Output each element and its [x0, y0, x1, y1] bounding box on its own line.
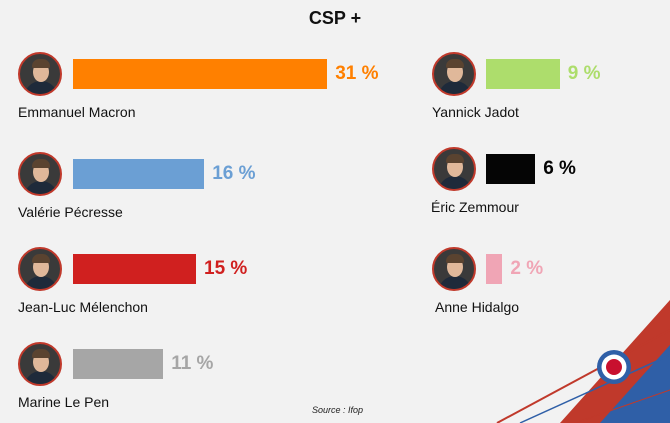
bar: [73, 159, 205, 189]
candidate-photo: [432, 247, 476, 291]
candidate-photo: [432, 52, 476, 96]
value-label: 15 %: [204, 258, 248, 279]
source-note: Source : Ifop: [312, 405, 364, 415]
value-label: 2 %: [510, 258, 544, 279]
bar: [73, 59, 328, 89]
bar: [73, 349, 164, 379]
candidate-photo: [18, 152, 62, 196]
candidate-photo: [18, 342, 62, 386]
category-label: Emmanuel Macron: [18, 104, 136, 120]
value-label: 16 %: [212, 163, 256, 184]
category-label: Marine Le Pen: [18, 394, 110, 410]
candidate-photo: [432, 147, 476, 191]
bar: [73, 254, 196, 284]
category-label: Jean-Luc Mélenchon: [18, 299, 148, 315]
category-label: Yannick Jadot: [432, 104, 519, 120]
category-label: Anne Hidalgo: [435, 299, 520, 315]
category-label: Valérie Pécresse: [18, 204, 123, 220]
bar: [486, 254, 503, 284]
category-label: Éric Zemmour: [431, 199, 519, 215]
candidate-photo: [18, 52, 62, 96]
bar: [486, 59, 560, 89]
value-label: 11 %: [171, 353, 214, 374]
value-label: 31 %: [335, 63, 379, 84]
chart-title: CSP +: [308, 8, 362, 28]
candidate-photo: [18, 247, 62, 291]
value-label: 6 %: [543, 158, 576, 179]
bar: [486, 154, 536, 184]
value-label: 9 %: [567, 63, 601, 84]
